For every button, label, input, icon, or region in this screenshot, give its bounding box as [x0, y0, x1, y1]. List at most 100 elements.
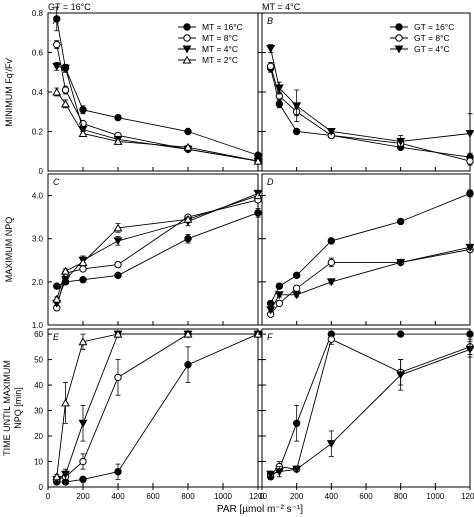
- data-point: [113, 223, 123, 232]
- data-point: [327, 335, 336, 343]
- x-tick-label: 1000: [214, 492, 232, 501]
- x-tick-label: 800: [394, 492, 408, 501]
- y-tick-label: 60: [34, 330, 43, 339]
- x-tick-label: 0: [46, 492, 51, 501]
- y-tick-label: 50: [34, 356, 43, 365]
- data-point: [78, 129, 88, 137]
- data-point: [52, 472, 62, 481]
- panel-c: C 1.0 2.0 3.0 4.0: [32, 173, 263, 330]
- legend-label: GT = 16°C: [414, 22, 454, 32]
- legend-label: MT = 4°C: [202, 44, 238, 54]
- series-line: [270, 68, 471, 158]
- x-tick-label: 1200: [461, 492, 474, 501]
- series-line: [56, 195, 259, 300]
- data-point: [61, 86, 70, 94]
- panel-label: C: [53, 177, 60, 187]
- panel-frame: [261, 328, 471, 488]
- data-point: [113, 329, 123, 338]
- series-line: [270, 338, 471, 475]
- data-point: [253, 156, 263, 165]
- data-point: [466, 157, 474, 165]
- series-line: [270, 66, 471, 162]
- data-point: [274, 291, 284, 300]
- legend-label: GT = 8°C: [414, 33, 450, 43]
- data-point: [465, 345, 474, 354]
- data-point: [275, 100, 284, 108]
- y-tick-label: 0.6: [32, 49, 44, 58]
- legend-label: MT = 2°C: [202, 55, 238, 65]
- data-point: [466, 330, 474, 338]
- legend-marker: [395, 23, 403, 31]
- data-point: [327, 258, 336, 267]
- series-4: [52, 87, 263, 165]
- legend-marker: [183, 23, 191, 31]
- series-1: [266, 189, 474, 308]
- legend: GT = 16°CGT = 8°CGT = 4°C: [390, 22, 454, 54]
- data-point: [78, 258, 88, 266]
- series-line: [56, 18, 259, 156]
- data-point: [53, 15, 61, 23]
- panel-d: D: [258, 173, 474, 326]
- data-point: [61, 470, 70, 479]
- data-point: [79, 475, 87, 484]
- data-point: [61, 99, 70, 108]
- series-line: [56, 333, 258, 477]
- data-point: [292, 291, 302, 300]
- data-point: [465, 243, 474, 252]
- data-point: [326, 440, 336, 449]
- x-axis-label: PAR [µmol m⁻² s⁻¹]: [217, 504, 303, 515]
- x-tick-label: 200: [76, 492, 90, 501]
- data-point: [79, 265, 87, 273]
- series-1: [53, 208, 262, 290]
- y-tick-label: 0.2: [32, 128, 44, 137]
- y-tick-label: 40: [34, 381, 43, 390]
- legend-marker: [183, 34, 191, 42]
- series-2: [53, 330, 262, 484]
- legend-marker: [394, 45, 404, 54]
- legend-label: MT = 16°C: [202, 22, 243, 32]
- series-3: [52, 189, 263, 308]
- panel-frame: [47, 173, 259, 326]
- data-point: [275, 282, 284, 290]
- data-point: [184, 360, 192, 369]
- series-3: [266, 44, 474, 154]
- data-point: [53, 40, 61, 49]
- y-axis-label: MAXIMUM NPQ: [4, 217, 14, 283]
- series-line: [56, 192, 259, 304]
- panel-label: F: [267, 332, 273, 342]
- series-line: [270, 48, 471, 142]
- data-point: [292, 419, 301, 427]
- data-point: [78, 419, 88, 428]
- data-point: [53, 282, 61, 290]
- y-axis-label: MINIMUM Fq'/Fv': [4, 57, 14, 127]
- x-tick-label: 600: [359, 492, 373, 501]
- x-tick-label: 400: [325, 492, 339, 501]
- column-title-right: MT = 4°C: [262, 2, 301, 12]
- data-point: [327, 237, 336, 245]
- data-point: [466, 189, 474, 198]
- data-point: [114, 373, 122, 382]
- series-4: [52, 329, 263, 481]
- data-point: [78, 337, 88, 346]
- series-4: [52, 191, 263, 303]
- data-point: [396, 137, 406, 146]
- x-tick-label: 1000: [426, 492, 444, 501]
- series-line: [56, 333, 258, 480]
- y-tick-label: 1.0: [32, 321, 44, 330]
- series-2: [266, 61, 474, 166]
- data-point: [79, 106, 87, 114]
- y-tick-label: 3.0: [32, 235, 44, 244]
- data-point: [114, 260, 122, 269]
- data-point: [274, 84, 284, 93]
- data-point: [292, 271, 301, 280]
- data-point: [292, 465, 302, 474]
- panel-label: D: [267, 177, 274, 187]
- data-point: [266, 306, 276, 315]
- data-point: [61, 64, 70, 73]
- data-point: [114, 468, 122, 476]
- data-point: [183, 214, 193, 223]
- y-tick-label: 20: [34, 432, 43, 441]
- series-line: [56, 333, 259, 483]
